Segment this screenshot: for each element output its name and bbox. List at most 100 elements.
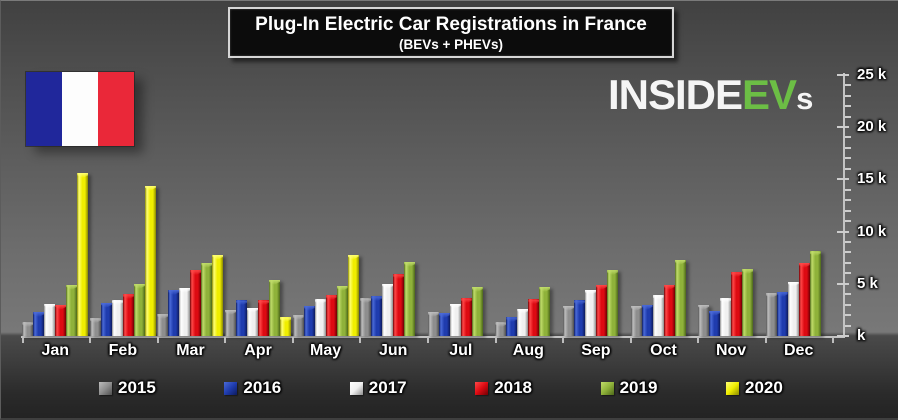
x-axis-tick	[224, 337, 227, 343]
bar-sep-2019	[606, 270, 618, 336]
y-axis-tick-7k	[845, 261, 851, 264]
flag-stripe-blue	[26, 72, 62, 146]
y-axis-tick-19k	[845, 136, 851, 139]
bar-dec-2018	[798, 262, 810, 336]
y-axis-tick-20k	[837, 126, 849, 128]
bar-feb-2019	[133, 283, 145, 336]
bar-dec-2019	[809, 251, 821, 336]
y-axis-tick-10k	[837, 230, 849, 233]
y-axis-tick-21k	[845, 115, 851, 118]
y-axis-tick-2k	[845, 314, 851, 317]
month-group-jun: Jun	[359, 1, 427, 359]
y-axis-tick-12k	[845, 209, 851, 212]
bar-apr-2015	[225, 309, 237, 336]
y-axis-label-10k: 10 k	[857, 222, 887, 240]
legend-item-2016: 2016	[224, 378, 281, 398]
legend-item-2019: 2019	[600, 378, 658, 398]
bar-may-2018	[325, 295, 337, 336]
x-axis-label-oct: Oct	[650, 342, 677, 359]
y-axis-tick-11k	[845, 220, 851, 223]
bar-mar-2019	[201, 262, 213, 336]
legend-label-2017: 2017	[368, 378, 407, 397]
legend-label-2016: 2016	[243, 378, 282, 397]
bar-sep-2016	[573, 300, 585, 336]
y-axis-line	[843, 73, 845, 337]
month-group-may: May	[292, 1, 360, 359]
y-axis-tick-1k	[845, 324, 851, 327]
legend-swatch-2020	[726, 381, 739, 395]
bar-apr-2019	[269, 279, 281, 336]
x-axis-label-jul: Jul	[449, 342, 473, 359]
month-group-mar: Mar	[157, 1, 225, 359]
legend-label-2020: 2020	[745, 378, 783, 397]
bar-jun-2016	[371, 296, 383, 336]
bar-oct-2018	[663, 284, 675, 336]
x-axis-label-mar: Mar	[176, 342, 205, 359]
legend-item-2015: 2015	[99, 378, 156, 398]
bar-jun-2018	[393, 274, 405, 336]
insideevs-logo: INSIDEEVs	[608, 74, 813, 118]
bar-nov-2015	[698, 304, 710, 336]
legend-swatch-2015	[99, 381, 112, 395]
x-axis-tick	[291, 337, 294, 343]
x-axis-tick	[629, 337, 632, 343]
x-axis-tick	[764, 337, 767, 343]
bar-apr-2018	[258, 300, 270, 336]
bar-aug-2019	[539, 286, 551, 336]
y-axis-tick-15k	[837, 178, 849, 181]
chart-title: Plug-In Electric Car Registrations in Fr…	[255, 13, 647, 35]
y-axis-tick-4k	[845, 293, 851, 296]
y-axis-label-5k: 5 k	[857, 274, 878, 292]
bar-oct-2019	[674, 259, 686, 336]
legend-item-2018: 2018	[475, 378, 532, 398]
legend-swatch-2019	[600, 381, 614, 395]
bar-mar-2016	[168, 290, 180, 336]
y-axis-tick-14k	[845, 188, 851, 191]
y-axis-tick-5k	[837, 282, 849, 285]
x-axis-label-jan: Jan	[41, 342, 70, 359]
bar-aug-2015	[495, 322, 507, 336]
bar-jul-2015	[427, 311, 439, 336]
legend-swatch-2017	[349, 381, 363, 395]
month-group-dec: Dec	[765, 1, 833, 359]
x-axis-label-nov: Nov	[715, 342, 747, 359]
y-axis-tick-24k	[845, 84, 851, 87]
bar-apr-2020	[280, 317, 292, 336]
y-axis-tick-3k	[845, 303, 851, 306]
month-group-apr: Apr	[224, 1, 292, 359]
x-axis-label-feb: Feb	[108, 342, 138, 359]
bar-may-2017	[314, 299, 326, 336]
bar-may-2016	[303, 305, 315, 336]
x-axis-label-dec: Dec	[783, 342, 814, 359]
legend-label-2019: 2019	[619, 378, 658, 397]
bar-sep-2017	[584, 290, 596, 336]
month-group-aug: Aug	[495, 1, 563, 359]
month-group-feb: Feb	[89, 1, 157, 359]
y-axis-tick-8k	[845, 251, 851, 254]
month-group-nov: Nov	[697, 1, 765, 359]
legend-item-2020: 2020	[726, 378, 783, 398]
bar-sep-2015	[562, 305, 574, 336]
y-axis-tick-25k	[837, 73, 849, 76]
x-axis-tick	[494, 337, 497, 343]
bar-may-2020	[347, 254, 359, 336]
x-axis-label-apr: Apr	[244, 342, 272, 359]
bar-feb-2018	[122, 294, 134, 336]
bar-nov-2018	[731, 272, 743, 336]
x-axis-tick	[832, 337, 835, 343]
bar-jan-2019	[66, 284, 78, 336]
x-axis-label-jun: Jun	[378, 342, 408, 359]
y-axis-tick-17k	[845, 157, 851, 160]
x-axis-line	[21, 335, 845, 338]
x-axis-tick	[697, 337, 700, 343]
bar-jan-2015	[22, 322, 34, 336]
bar-feb-2015	[89, 318, 101, 336]
bar-nov-2017	[720, 298, 732, 336]
legend-swatch-2018	[475, 381, 489, 395]
x-axis-tick	[156, 337, 159, 343]
month-group-jul: Jul	[427, 1, 495, 359]
bar-may-2015	[292, 315, 304, 336]
bar-oct-2016	[641, 304, 653, 336]
y-axis-tick-6k	[845, 272, 851, 275]
